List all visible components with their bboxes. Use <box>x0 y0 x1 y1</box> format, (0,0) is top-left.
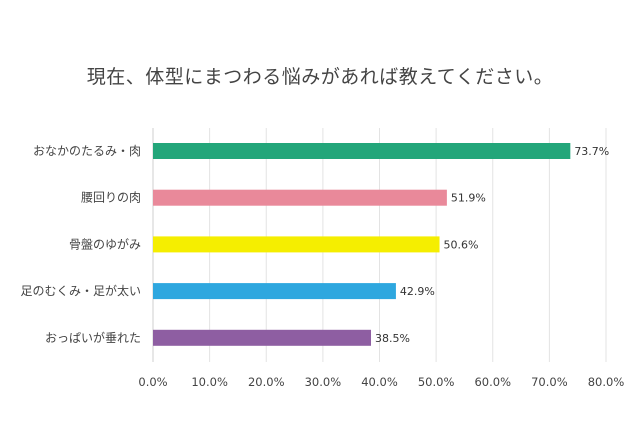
x-tick-label: 0.0% <box>138 375 167 389</box>
category-label: 骨盤のゆがみ <box>69 236 141 251</box>
bar-value-label: 50.6% <box>444 238 479 251</box>
bar-value-label: 51.9% <box>451 192 486 205</box>
category-label: 腰回りの肉 <box>81 191 141 205</box>
x-tick-label: 10.0% <box>191 375 228 389</box>
x-tick-label: 30.0% <box>305 375 342 389</box>
bar <box>153 283 396 300</box>
bar-value-label: 73.7% <box>574 145 609 158</box>
category-label: おっぱいが垂れた <box>45 330 141 345</box>
bar <box>153 189 447 206</box>
category-label: おなかのたるみ・肉 <box>33 144 141 158</box>
bar <box>153 143 571 159</box>
chart-title: 現在、体型にまつわる悩みがあれば教えてください。 <box>86 66 554 88</box>
category-label: 足のむくみ・足が太い <box>21 283 141 298</box>
x-tick-label: 40.0% <box>361 375 398 389</box>
value-labels: 73.7% 51.9% 50.6% 42.9% 38.5% <box>375 145 609 345</box>
x-tick-label: 50.0% <box>418 375 455 389</box>
x-tick-label: 80.0% <box>588 375 625 389</box>
bars <box>153 143 571 346</box>
bar-value-label: 38.5% <box>375 332 410 345</box>
bar <box>153 329 372 346</box>
bar <box>153 236 440 253</box>
bar-value-label: 42.9% <box>400 285 435 298</box>
x-axis-ticks: 0.0% 10.0% 20.0% 30.0% 40.0% 50.0% 60.0% 70.0% 8… <box>138 375 624 389</box>
x-tick-label: 60.0% <box>474 375 511 389</box>
x-tick-label: 20.0% <box>248 375 285 389</box>
x-tick-label: 70.0% <box>531 375 568 389</box>
